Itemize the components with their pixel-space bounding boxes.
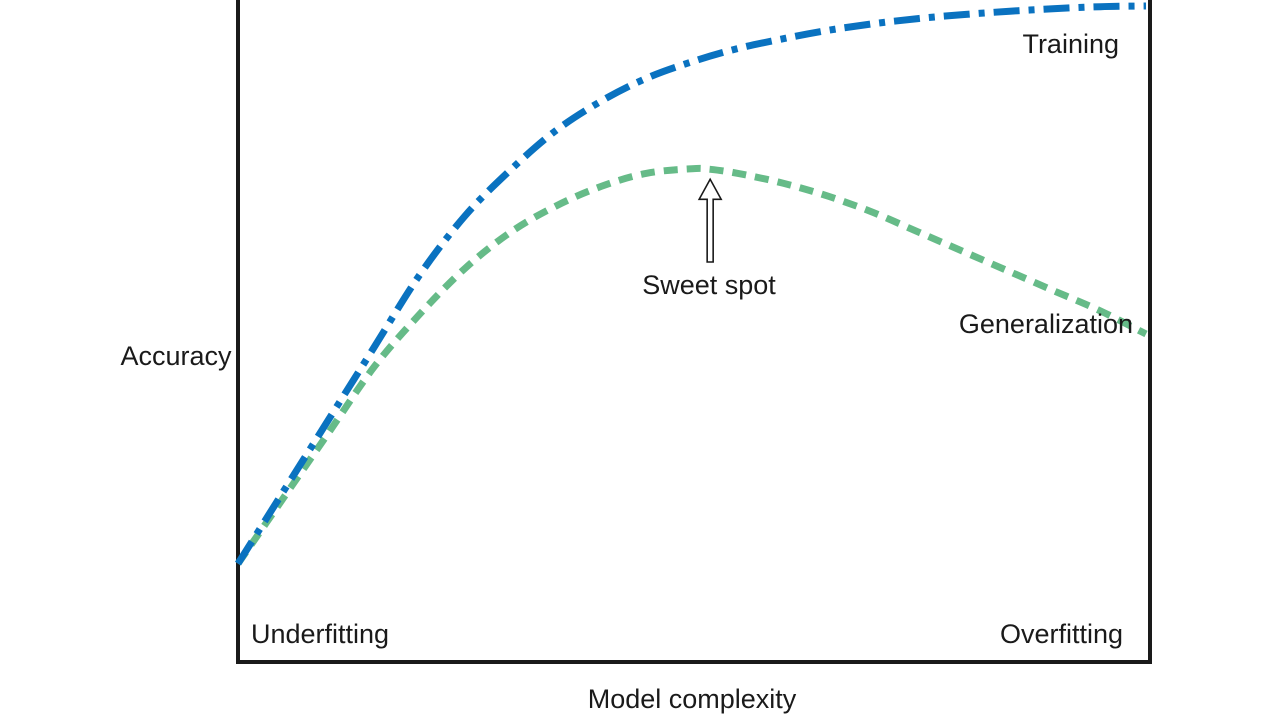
underfitting-label: Underfitting [251, 619, 389, 649]
series-line-training [235, 2, 1147, 566]
sweet-spot-arrow-shape [697, 177, 723, 263]
y-axis-label: Accuracy [120, 341, 232, 371]
x-axis-label: Model complexity [588, 684, 797, 714]
sweet-spot-label: Sweet spot [642, 270, 776, 300]
series-line-generalization [235, 164, 1148, 566]
overfitting-label: Overfitting [1000, 619, 1123, 649]
generalization-label: Generalization [959, 309, 1133, 339]
series-layer [235, 2, 1148, 566]
plot-frame [236, 0, 1152, 664]
training-label: Training [1022, 29, 1119, 59]
sweet-spot-arrow [697, 177, 723, 263]
